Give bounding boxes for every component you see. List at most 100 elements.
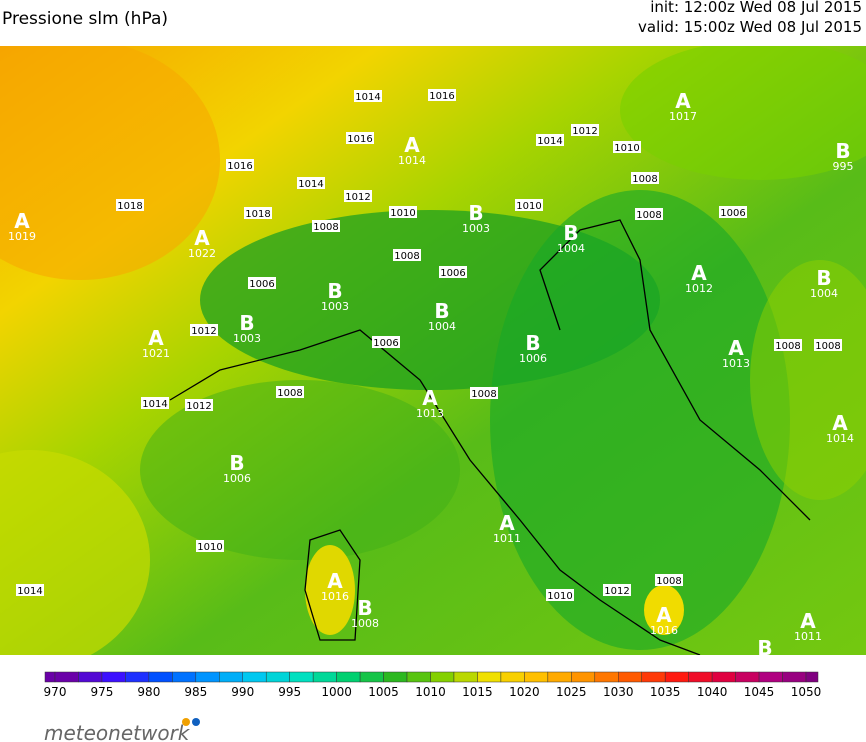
map: 1014 1016 1016 1016 1014 1018 1018 1012 1010 1008… <box>0 46 866 655</box>
isobar-label-box <box>196 540 224 552</box>
center-letter: B <box>468 201 483 225</box>
isobar-label: 1008 <box>394 251 419 262</box>
isobar-label: 1016 <box>429 91 454 102</box>
isobar-label: 1010 <box>516 201 541 212</box>
colorbar-cell <box>664 671 689 683</box>
colorbar-cell <box>289 671 314 683</box>
colorbar-cell <box>101 671 126 683</box>
isobar-label: 1008 <box>632 174 657 185</box>
colorbar-label: 1035 <box>650 685 681 699</box>
center-value: 1021 <box>142 347 170 360</box>
colorbar-cell <box>54 671 79 683</box>
colorbar-cell <box>641 671 666 683</box>
colorbar-cell <box>44 671 56 683</box>
center-value: 1019 <box>8 230 36 243</box>
isobar-label: 1016 <box>227 161 252 172</box>
center-value: 1014 <box>826 432 854 445</box>
center-value: 1013 <box>416 407 444 420</box>
isobar-label: 1012 <box>572 126 597 137</box>
colorbar-label: 1010 <box>415 685 446 699</box>
colorbar-label: 990 <box>231 685 254 699</box>
isobar-label-box <box>571 124 599 136</box>
center-letter: B <box>327 279 342 303</box>
colorbar-cell <box>78 671 103 683</box>
colorbar-label: 1040 <box>697 685 728 699</box>
center-value: 1003 <box>462 222 490 235</box>
colorbar-cell <box>805 671 819 683</box>
isobar-label: 1008 <box>656 576 681 587</box>
colorbar-label: 1015 <box>462 685 493 699</box>
center-letter: A <box>675 89 691 113</box>
isobar-label: 1008 <box>775 341 800 352</box>
center-letter: A <box>404 133 420 157</box>
colorbar-label: 1005 <box>368 685 399 699</box>
center-letter: A <box>327 569 343 593</box>
isobar-label: 1008 <box>636 210 661 221</box>
isobar-label-box <box>116 199 144 211</box>
isobar-label-box <box>774 339 802 351</box>
isobar-label: 1008 <box>471 389 496 400</box>
center-value: 1004 <box>810 287 838 300</box>
center-value: 1022 <box>188 247 216 260</box>
colorbar-cell <box>711 671 736 683</box>
center-letter: A <box>422 386 438 410</box>
colorbar-label: 1030 <box>603 685 634 699</box>
isobar-label-box <box>389 206 417 218</box>
isobar-label-box <box>635 208 663 220</box>
isobar-label-box <box>428 89 456 101</box>
isobar-label: 1018 <box>245 209 270 220</box>
isobar-label-box <box>16 584 44 596</box>
isobar-label: 1012 <box>604 586 629 597</box>
colorbar-label: 985 <box>184 685 207 699</box>
colorbar-cell <box>547 671 572 683</box>
colorbar-label: 970 <box>44 685 67 699</box>
colorbar-cell <box>500 671 525 683</box>
isobar-label: 1010 <box>614 143 639 154</box>
isobar-label: 1006 <box>373 338 398 349</box>
isobar-label: 1018 <box>117 201 142 212</box>
isobar-label-box <box>515 199 543 211</box>
center-value: 995 <box>833 160 854 173</box>
colorbar-cell <box>758 671 783 683</box>
colorbar-cell <box>172 671 197 683</box>
colorbar-label: 995 <box>278 685 301 699</box>
colorbar: 970 975 980 985 990 995 1000 1005 1010 1015 1020 10… <box>44 671 821 699</box>
colorbar-cell <box>265 671 290 683</box>
isobar-label-box <box>613 141 641 153</box>
colorbar-cell <box>594 671 619 683</box>
center-value: 1014 <box>398 154 426 167</box>
colorbar-label: 1000 <box>321 685 352 699</box>
isobar-label-box <box>393 249 421 261</box>
isobar-label-box <box>655 574 683 586</box>
isobar-label-box <box>190 324 218 336</box>
isobar-label-box <box>372 336 400 348</box>
center-value: 1003 <box>233 332 261 345</box>
center-value: 1011 <box>794 630 822 643</box>
colorbar-cell <box>125 671 150 683</box>
colorbar-cell <box>453 671 478 683</box>
logo-dot <box>192 718 200 726</box>
center-letter: B <box>563 221 578 245</box>
center-letter: B <box>525 331 540 355</box>
center-letter: A <box>832 411 848 435</box>
colorbar-cell <box>148 671 173 683</box>
isobar-label-box <box>546 589 574 601</box>
colorbar-label: 1045 <box>744 685 775 699</box>
isobar-label: 1012 <box>186 401 211 412</box>
colorbar-cell <box>242 671 267 683</box>
center-value: 1008 <box>351 617 379 630</box>
isobar-label-box <box>185 399 213 411</box>
isobar-label: 1014 <box>537 136 562 147</box>
colorbar-label: 975 <box>90 685 113 699</box>
center-value: 1006 <box>223 472 251 485</box>
colorbar-cell <box>195 671 220 683</box>
colorbar-cell <box>312 671 337 683</box>
isobar-label: 1012 <box>345 192 370 203</box>
center-value: 1013 <box>722 357 750 370</box>
logo: meteonetwork <box>44 721 191 742</box>
isobar-label-box <box>226 159 254 171</box>
colorbar-cell <box>430 671 455 683</box>
isobar-label: 1008 <box>277 388 302 399</box>
center-value: 1003 <box>321 300 349 313</box>
